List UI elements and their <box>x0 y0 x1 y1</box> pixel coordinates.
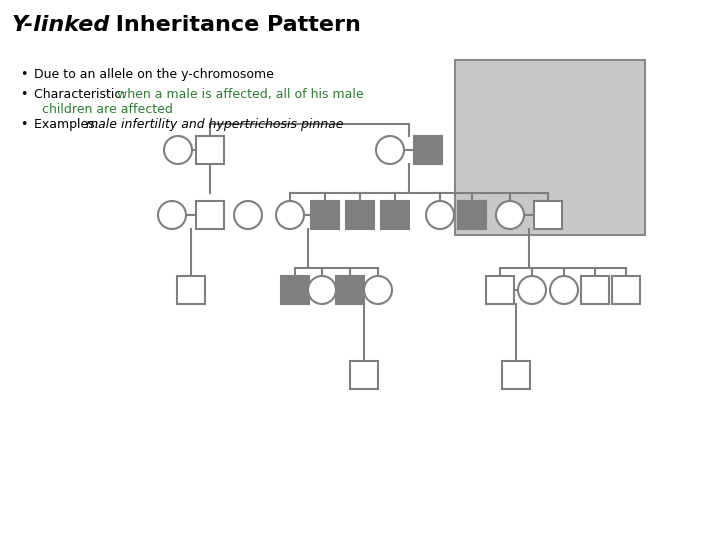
Text: children are affected: children are affected <box>42 103 173 116</box>
Bar <box>196 201 224 229</box>
Bar <box>486 276 514 304</box>
Circle shape <box>234 201 262 229</box>
Bar <box>534 201 562 229</box>
Circle shape <box>376 136 404 164</box>
Circle shape <box>276 201 304 229</box>
Bar <box>612 276 640 304</box>
Circle shape <box>550 276 578 304</box>
Text: when a male is affected, all of his male: when a male is affected, all of his male <box>117 88 364 101</box>
Text: male infertility and hypertrichosis pinnae: male infertility and hypertrichosis pinn… <box>86 118 343 131</box>
Text: Examples:: Examples: <box>34 118 103 131</box>
Circle shape <box>426 201 454 229</box>
Text: Inheritance Pattern: Inheritance Pattern <box>108 15 361 35</box>
Text: •: • <box>20 88 27 101</box>
Bar <box>346 201 374 229</box>
Text: Y-linked: Y-linked <box>12 15 110 35</box>
Text: Characteristic:: Characteristic: <box>34 88 130 101</box>
Text: Due to an allele on the y-chromosome: Due to an allele on the y-chromosome <box>34 68 274 81</box>
Circle shape <box>364 276 392 304</box>
Circle shape <box>164 136 192 164</box>
Bar <box>311 201 339 229</box>
Bar <box>336 276 364 304</box>
Circle shape <box>496 201 524 229</box>
Circle shape <box>518 276 546 304</box>
Bar <box>381 201 409 229</box>
Bar <box>281 276 309 304</box>
Bar <box>414 136 442 164</box>
Bar <box>581 276 609 304</box>
Bar <box>455 60 645 235</box>
Circle shape <box>158 201 186 229</box>
Text: •: • <box>20 118 27 131</box>
Bar <box>350 361 378 389</box>
Bar <box>196 136 224 164</box>
Bar <box>458 201 486 229</box>
Bar <box>502 361 530 389</box>
Circle shape <box>308 276 336 304</box>
Text: •: • <box>20 68 27 81</box>
Bar <box>177 276 205 304</box>
